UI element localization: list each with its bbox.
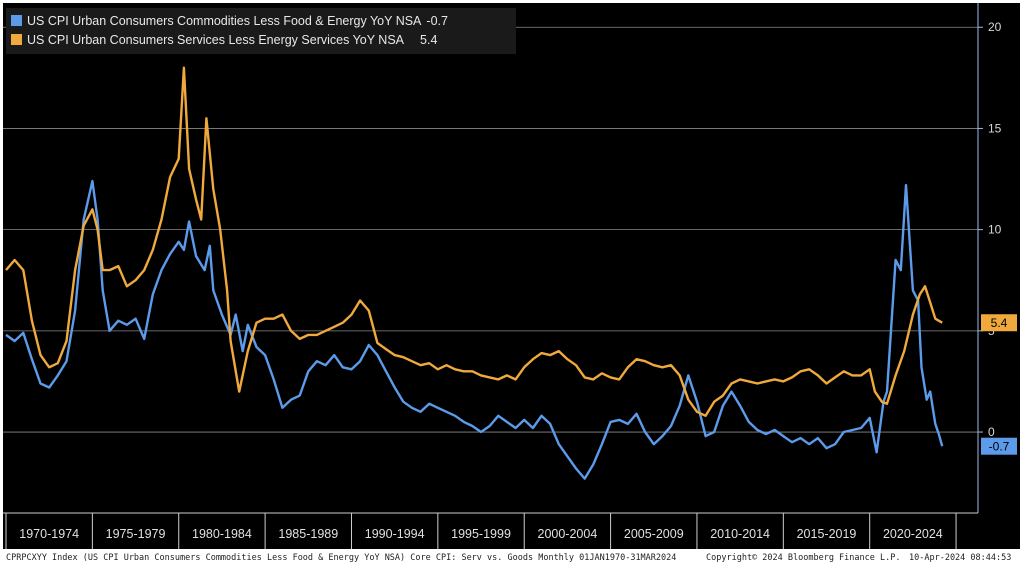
footer-ticker-description: CPRPCXYY Index (US CPI Urban Consumers C… [6, 553, 677, 563]
x-tick-label: 2010-2014 [710, 527, 770, 541]
footer: CPRPCXYY Index (US CPI Urban Consumers C… [6, 553, 1018, 567]
legend-value-commodities: -0.7 [426, 13, 448, 28]
series-line-1 [5, 66, 943, 417]
chart-svg: 201510501970-19741975-19791980-19841985-… [3, 3, 1017, 549]
x-tick-label: 1985-1989 [278, 527, 338, 541]
x-tick-label: 2015-2019 [797, 527, 857, 541]
legend-label-commodities: US CPI Urban Consumers Commodities Less … [27, 13, 422, 28]
x-tick-label: 2005-2009 [624, 527, 684, 541]
x-tick-label: 2000-2004 [538, 527, 598, 541]
last-value-tag-0 [981, 437, 1017, 455]
y-tick-label: 15 [988, 121, 1002, 135]
x-tick-label: 1990-1994 [365, 527, 425, 541]
legend-swatch-services [11, 34, 22, 45]
x-tick-label: 1995-1999 [451, 527, 511, 541]
grid-layer [3, 26, 978, 433]
last-value-label-0: -0.7 [989, 440, 1010, 454]
footer-timestamp: 10-Apr-2024 08:44:53 [909, 553, 1012, 563]
y-tick-label: 0 [988, 425, 995, 439]
x-tick-label: 1980-1984 [192, 527, 252, 541]
legend: US CPI Urban Consumers Commodities Less … [6, 8, 516, 54]
x-tick-label: 1970-1974 [19, 527, 79, 541]
last-value-label-1: 5.4 [991, 316, 1008, 330]
series-layer [5, 66, 944, 480]
last-value-tag-1 [981, 314, 1017, 332]
y-tick-label: 20 [988, 20, 1002, 34]
y-tick-label: 10 [988, 223, 1002, 237]
legend-entry-services: US CPI Urban Consumers Services Less Ene… [11, 32, 437, 47]
legend-entry-commodities: US CPI Urban Consumers Commodities Less … [11, 13, 448, 28]
series-line-0 [5, 179, 944, 480]
axis-layer: 201510501970-19741975-19791980-19841985-… [3, 3, 1002, 549]
chart-frame: 201510501970-19741975-19791980-19841985-… [3, 3, 1020, 549]
x-tick-label: 2020-2024 [883, 527, 943, 541]
legend-label-services: US CPI Urban Consumers Services Less Ene… [27, 32, 405, 47]
legend-swatch-commodities [11, 15, 22, 26]
footer-copyright: Copyright© 2024 Bloomberg Finance L.P. [706, 553, 901, 563]
x-tick-label: 1975-1979 [106, 527, 166, 541]
legend-value-services: 5.4 [420, 32, 438, 47]
label-layer: -0.7 5.4 [981, 314, 1017, 455]
